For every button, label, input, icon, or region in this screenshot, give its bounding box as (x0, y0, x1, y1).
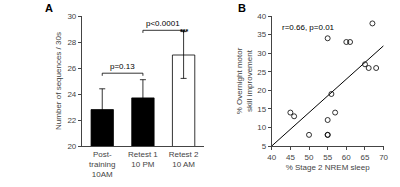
svg-text:% Stage 2 NREM sleep: % Stage 2 NREM sleep (286, 163, 371, 172)
svg-text:Retest 210 AM: Retest 210 AM (169, 150, 199, 169)
svg-text:26: 26 (67, 64, 76, 73)
svg-text:24: 24 (67, 90, 76, 99)
svg-text:% Overnight motorskill improve: % Overnight motorskill improvement (235, 47, 254, 114)
svg-text:5: 5 (262, 142, 267, 151)
svg-text:30: 30 (257, 49, 266, 58)
svg-text:30: 30 (67, 12, 76, 21)
svg-text:Retest 110 PM: Retest 110 PM (128, 150, 158, 169)
svg-text:55: 55 (323, 153, 332, 162)
svg-text:40: 40 (257, 12, 266, 21)
svg-text:p<0.0001: p<0.0001 (146, 19, 180, 28)
svg-text:Number of sequences / 30s: Number of sequences / 30s (54, 32, 63, 130)
svg-text:A: A (45, 2, 53, 14)
svg-text:70: 70 (379, 153, 388, 162)
svg-text:50: 50 (305, 153, 314, 162)
svg-text:40: 40 (267, 153, 276, 162)
svg-text:r=0.66, p=0.01: r=0.66, p=0.01 (282, 23, 335, 32)
svg-text:Post-training10AM: Post-training10AM (89, 150, 115, 180)
svg-text:25: 25 (257, 68, 266, 77)
svg-text:p=0.13: p=0.13 (110, 62, 135, 71)
svg-text:10: 10 (257, 123, 266, 132)
svg-text:B: B (238, 2, 246, 14)
svg-text:28: 28 (67, 38, 76, 47)
svg-text:20: 20 (67, 142, 76, 151)
svg-text:20: 20 (257, 86, 266, 95)
svg-text:22: 22 (67, 116, 76, 125)
svg-text:***: *** (180, 28, 188, 35)
svg-text:15: 15 (257, 105, 266, 114)
svg-text:35: 35 (257, 30, 266, 39)
svg-text:65: 65 (361, 153, 370, 162)
svg-text:60: 60 (342, 153, 351, 162)
svg-text:45: 45 (286, 153, 295, 162)
